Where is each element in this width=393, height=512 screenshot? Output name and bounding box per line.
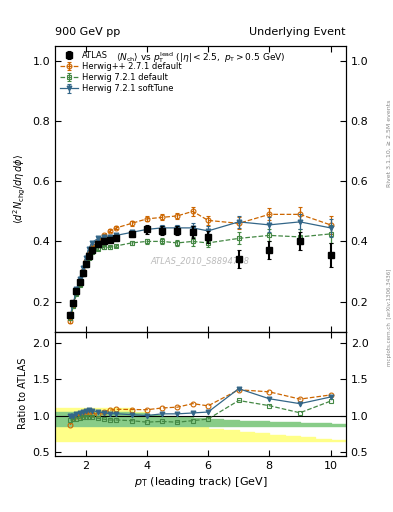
Legend: ATLAS, Herwig++ 2.7.1 default, Herwig 7.2.1 default, Herwig 7.2.1 softTune: ATLAS, Herwig++ 2.7.1 default, Herwig 7.… <box>58 50 183 95</box>
Y-axis label: Ratio to ATLAS: Ratio to ATLAS <box>18 358 28 429</box>
Text: ATLAS_2010_S8894728: ATLAS_2010_S8894728 <box>151 255 250 265</box>
X-axis label: $p_\mathrm{T}$ (leading track) [GeV]: $p_\mathrm{T}$ (leading track) [GeV] <box>134 475 267 489</box>
Text: 900 GeV pp: 900 GeV pp <box>55 27 120 37</box>
Y-axis label: $\langle d^2 N_\mathrm{chg}/d\eta\,d\phi \rangle$: $\langle d^2 N_\mathrm{chg}/d\eta\,d\phi… <box>12 154 28 224</box>
Text: Rivet 3.1.10, ≥ 2.5M events: Rivet 3.1.10, ≥ 2.5M events <box>387 100 392 187</box>
Text: $\langle N_\mathrm{ch}\rangle$ vs $p_\mathrm{T}^\mathrm{lead}$ ($|\eta|<2.5,\ p_: $\langle N_\mathrm{ch}\rangle$ vs $p_\ma… <box>116 50 285 66</box>
Text: Underlying Event: Underlying Event <box>249 27 346 37</box>
Text: mcplots.cern.ch  [arXiv:1306.3436]: mcplots.cern.ch [arXiv:1306.3436] <box>387 269 392 366</box>
